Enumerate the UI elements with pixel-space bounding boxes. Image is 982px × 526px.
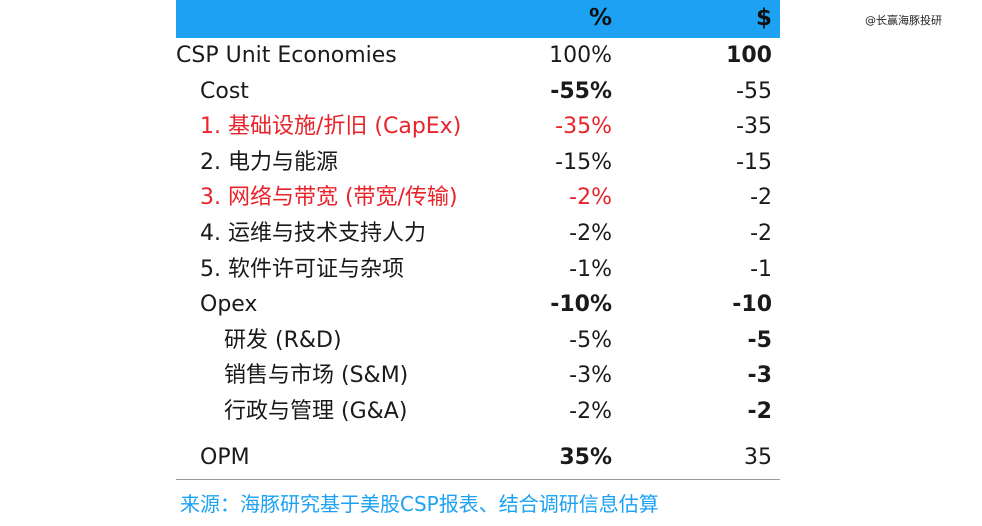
table-row: OPM 35% 35 bbox=[176, 440, 780, 476]
unit-economics-table: % $ CSP Unit Economies 100% 100 Cost -55… bbox=[176, 0, 780, 480]
row-label: 2. 电力与能源 bbox=[200, 149, 338, 175]
table-header: % $ bbox=[176, 0, 780, 38]
table-row: 3. 网络与带宽 (带宽/传输) -2% -2 bbox=[176, 180, 780, 216]
table-row: Opex -10% -10 bbox=[176, 287, 780, 323]
row-percent: -35% bbox=[555, 114, 612, 140]
row-percent: -5% bbox=[569, 327, 612, 353]
row-dollar: -2 bbox=[747, 398, 772, 424]
row-dollar: -10 bbox=[732, 292, 772, 318]
table-row: 行政与管理 (G&A) -2% -2 bbox=[176, 394, 780, 430]
row-dollar: 100 bbox=[726, 43, 772, 68]
row-label: Cost bbox=[200, 78, 249, 104]
row-label: 销售与市场 (S&M) bbox=[224, 363, 409, 389]
row-dollar: -2 bbox=[750, 220, 772, 246]
row-label: OPM bbox=[200, 444, 250, 470]
table-row: 2. 电力与能源 -15% -15 bbox=[176, 145, 780, 181]
row-dollar: -55 bbox=[736, 78, 772, 104]
table-row: 4. 运维与技术支持人力 -2% -2 bbox=[176, 216, 780, 252]
row-percent: -1% bbox=[569, 256, 612, 282]
row-percent: -15% bbox=[555, 149, 612, 175]
table-row: 销售与市场 (S&M) -3% -3 bbox=[176, 358, 780, 394]
row-percent: -2% bbox=[569, 220, 612, 246]
row-dollar: -1 bbox=[750, 256, 772, 282]
row-percent: -10% bbox=[550, 292, 612, 318]
header-percent: % bbox=[588, 5, 612, 31]
row-percent: -2% bbox=[569, 398, 612, 424]
row-percent: 100% bbox=[549, 43, 612, 68]
source-note: 来源：海豚研究基于美股CSP报表、结合调研信息估算 bbox=[180, 492, 659, 516]
row-label: 1. 基础设施/折旧 (CapEx) bbox=[200, 114, 462, 140]
row-label: CSP Unit Economies bbox=[176, 43, 397, 68]
row-dollar: -5 bbox=[747, 327, 772, 353]
row-dollar: -15 bbox=[736, 149, 772, 175]
row-label: 研发 (R&D) bbox=[224, 327, 342, 353]
table-row: Cost -55% -55 bbox=[176, 74, 780, 110]
row-label: 4. 运维与技术支持人力 bbox=[200, 220, 426, 246]
row-dollar: -2 bbox=[750, 185, 772, 211]
row-dollar: 35 bbox=[744, 444, 772, 470]
table-row: 5. 软件许可证与杂项 -1% -1 bbox=[176, 252, 780, 288]
row-percent: -55% bbox=[550, 78, 612, 104]
row-label: 5. 软件许可证与杂项 bbox=[200, 256, 404, 282]
header-dollar: $ bbox=[755, 5, 772, 31]
row-percent: -2% bbox=[569, 185, 612, 211]
watermark: @长赢海豚投研 bbox=[865, 14, 942, 27]
row-percent: -3% bbox=[569, 363, 612, 389]
row-label: 行政与管理 (G&A) bbox=[224, 398, 408, 424]
row-dollar: -3 bbox=[747, 363, 772, 389]
table-row: CSP Unit Economies 100% 100 bbox=[176, 38, 780, 74]
row-percent: 35% bbox=[559, 444, 612, 470]
row-label: Opex bbox=[200, 292, 258, 318]
row-label: 3. 网络与带宽 (带宽/传输) bbox=[200, 185, 458, 211]
table-row: 研发 (R&D) -5% -5 bbox=[176, 323, 780, 359]
table-row: 1. 基础设施/折旧 (CapEx) -35% -35 bbox=[176, 109, 780, 145]
table-bottom-rule bbox=[176, 479, 780, 480]
row-dollar: -35 bbox=[736, 114, 772, 140]
